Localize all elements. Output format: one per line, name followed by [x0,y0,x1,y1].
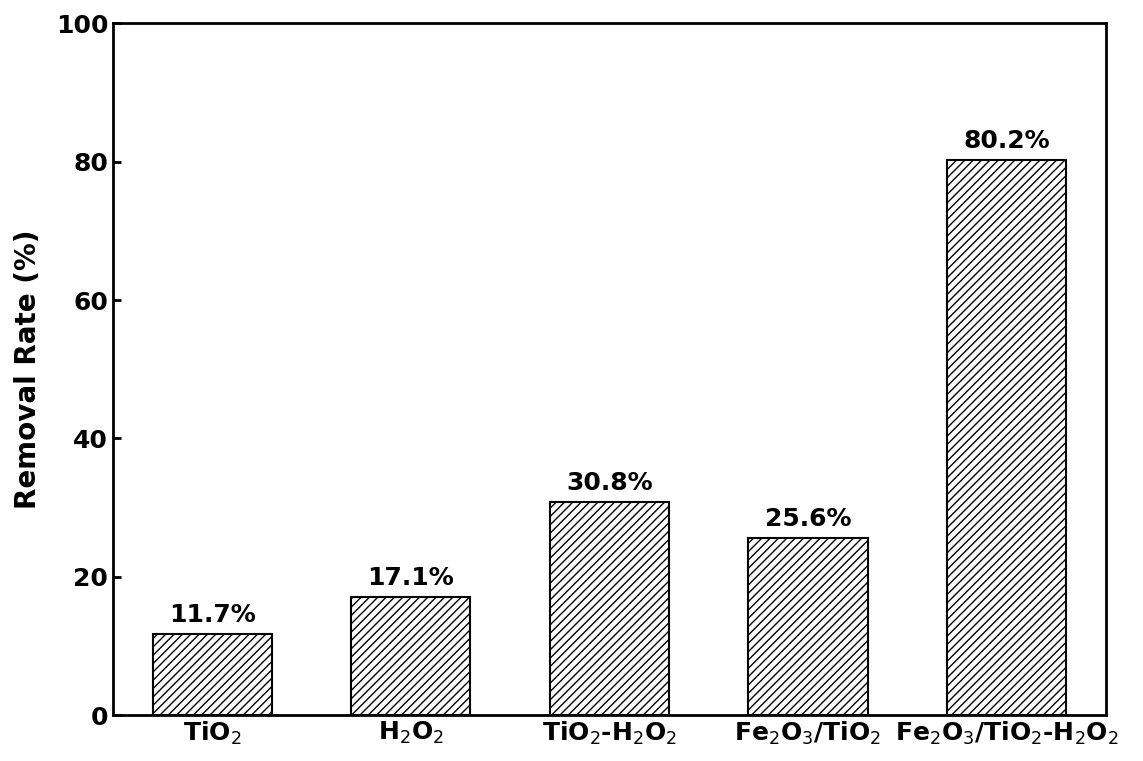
Text: 17.1%: 17.1% [368,566,454,590]
Bar [749,538,868,715]
Text: 80.2%: 80.2% [964,129,1050,154]
Bar [153,634,272,715]
Bar [948,161,1066,715]
Text: 25.6%: 25.6% [765,507,852,531]
Text: 30.8%: 30.8% [566,471,653,495]
Y-axis label: Removal Rate (%): Removal Rate (%) [14,230,42,509]
Bar [351,597,471,715]
Text: 11.7%: 11.7% [169,603,256,627]
Bar [550,502,669,715]
